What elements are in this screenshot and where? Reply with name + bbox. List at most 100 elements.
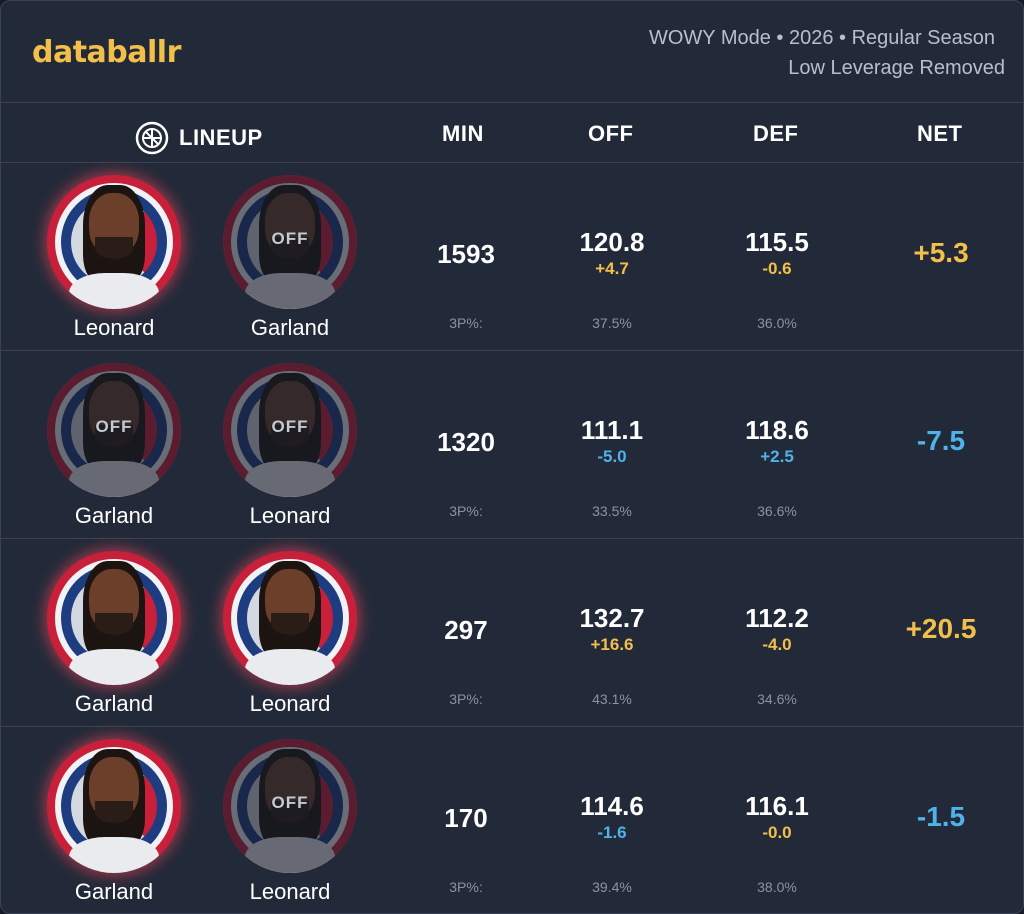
three-pt-label: 3P%: (449, 503, 483, 519)
offense-3p-value: 39.4% (592, 879, 632, 895)
player-name: Leonard (249, 879, 331, 904)
player-name: Garland (74, 691, 154, 716)
column-min[interactable]: MIN (442, 121, 484, 146)
column-off[interactable]: OFF (588, 121, 634, 146)
off-badge: OFF (271, 417, 309, 436)
offense-3p-value: 43.1% (592, 691, 632, 707)
player-name: Leonard (249, 503, 331, 528)
offense-rating: 120.8 (579, 227, 645, 257)
avatar-shirt (69, 649, 159, 685)
player-garland[interactable]: OFF Garland (215, 175, 365, 341)
player-name: Garland (250, 315, 330, 340)
net-rating: +20.5 (905, 613, 977, 644)
player-avatar[interactable] (47, 175, 181, 309)
offense-cell: 132.7 +16.6 (552, 603, 672, 657)
offense-diff: -1.6 (597, 823, 627, 842)
defense-diff: -0.6 (762, 259, 792, 278)
defense-3p-value: 34.6% (757, 691, 797, 707)
three-pt-label: 3P%: (449, 691, 483, 707)
column-lineup-label: LINEUP (179, 125, 263, 150)
defense-3p-value: 36.0% (757, 315, 797, 331)
defense-3p-value: 36.6% (757, 503, 797, 519)
mode-line: WOWY Mode • 2026 • Regular Season (648, 27, 995, 49)
offense-3p-value: 37.5% (592, 315, 632, 331)
off-overlay (223, 175, 357, 309)
player-leonard[interactable]: OFF Leonard (215, 363, 365, 529)
player-name: Leonard (73, 315, 155, 340)
column-net[interactable]: NET (917, 121, 963, 146)
lineup-row[interactable]: OFF Garland OFF Leonard 1320 111.1 -5.0 118.6 +2… (1, 351, 1023, 539)
player-avatar[interactable]: OFF (47, 363, 181, 497)
avatar-shirt (69, 273, 159, 309)
minutes-value: 1320 (437, 427, 495, 457)
avatar-shirt (245, 649, 335, 685)
mode-subtitle: WOWY Mode • 2026 • Regular Season Low Le… (649, 23, 1005, 83)
off-overlay (223, 363, 357, 497)
team-logo-icon (135, 121, 169, 155)
lineup-row[interactable]: Garland OFF Leonard 170 114.6 -1.6 116.1 -0.0 -1… (1, 727, 1023, 913)
avatar-beard (95, 613, 133, 635)
defense-3p-value: 38.0% (757, 879, 797, 895)
defense-cell: 118.6 +2.5 (717, 415, 837, 469)
offense-rating: 132.7 (579, 603, 645, 633)
player-name: Garland (74, 879, 154, 904)
minutes-value: 297 (444, 615, 488, 645)
defense-cell: 112.2 -4.0 (717, 603, 837, 657)
player-name: Leonard (249, 691, 331, 716)
player-garland[interactable]: OFF Garland (39, 363, 189, 529)
defense-diff: -0.0 (762, 823, 792, 842)
defense-rating: 112.2 (745, 603, 809, 633)
column-def[interactable]: DEF (753, 121, 799, 146)
off-badge: OFF (271, 793, 309, 812)
player-avatar[interactable] (47, 739, 181, 873)
offense-cell: 111.1 -5.0 (552, 415, 672, 469)
offense-rating: 111.1 (580, 415, 644, 445)
player-leonard[interactable]: Leonard (215, 551, 365, 717)
column-header: LINEUP MIN OFF DEF NET (1, 103, 1023, 163)
avatar-beard (95, 237, 133, 259)
net-rating: +5.3 (913, 237, 969, 268)
defense-rating: 118.6 (745, 415, 809, 445)
player-garland[interactable]: Garland (39, 739, 189, 905)
three-pt-label: 3P%: (449, 315, 483, 331)
offense-3p-value: 33.5% (592, 503, 632, 519)
net-rating: -1.5 (916, 801, 966, 832)
lineup-row[interactable]: Leonard OFF Garland 1593 120.8 +4.7 115.5 -0.6 +… (1, 163, 1023, 351)
player-leonard[interactable]: Leonard (39, 175, 189, 341)
leverage-line: Low Leverage Removed (788, 57, 1005, 79)
player-name: Garland (74, 503, 154, 528)
avatar-beard (95, 801, 133, 823)
net-rating: -7.5 (916, 425, 966, 456)
defense-cell: 116.1 -0.0 (717, 791, 837, 845)
off-overlay (223, 739, 357, 873)
offense-diff: +16.6 (590, 635, 634, 654)
player-avatar[interactable]: OFF (223, 739, 357, 873)
minutes-value: 170 (444, 803, 488, 833)
offense-diff: +4.7 (595, 259, 629, 278)
defense-rating: 116.1 (745, 791, 809, 821)
header: databallr WOWY Mode • 2026 • Regular Sea… (1, 1, 1023, 103)
player-avatar[interactable]: OFF (223, 363, 357, 497)
offense-cell: 114.6 -1.6 (552, 791, 672, 845)
brand-logo[interactable]: databallr (32, 35, 181, 70)
player-avatar[interactable]: OFF (223, 175, 357, 309)
offense-cell: 120.8 +4.7 (552, 227, 672, 281)
player-garland[interactable]: Garland (39, 551, 189, 717)
off-overlay (47, 363, 181, 497)
offense-diff: -5.0 (597, 447, 627, 466)
player-leonard[interactable]: OFF Leonard (215, 739, 365, 905)
lineup-row[interactable]: Garland Leonard 297 132.7 +16.6 112.2 -4.0 +20.… (1, 539, 1023, 727)
offense-rating: 114.6 (580, 791, 644, 821)
defense-diff: -4.0 (762, 635, 792, 654)
avatar-shirt (69, 837, 159, 873)
defense-cell: 115.5 -0.6 (717, 227, 837, 281)
avatar-beard (271, 613, 309, 635)
minutes-value: 1593 (437, 239, 495, 269)
player-avatar[interactable] (47, 551, 181, 685)
defense-rating: 115.5 (745, 227, 809, 257)
column-lineup[interactable]: LINEUP (135, 121, 263, 155)
defense-diff: +2.5 (760, 447, 794, 466)
three-pt-label: 3P%: (449, 879, 483, 895)
player-avatar[interactable] (223, 551, 357, 685)
